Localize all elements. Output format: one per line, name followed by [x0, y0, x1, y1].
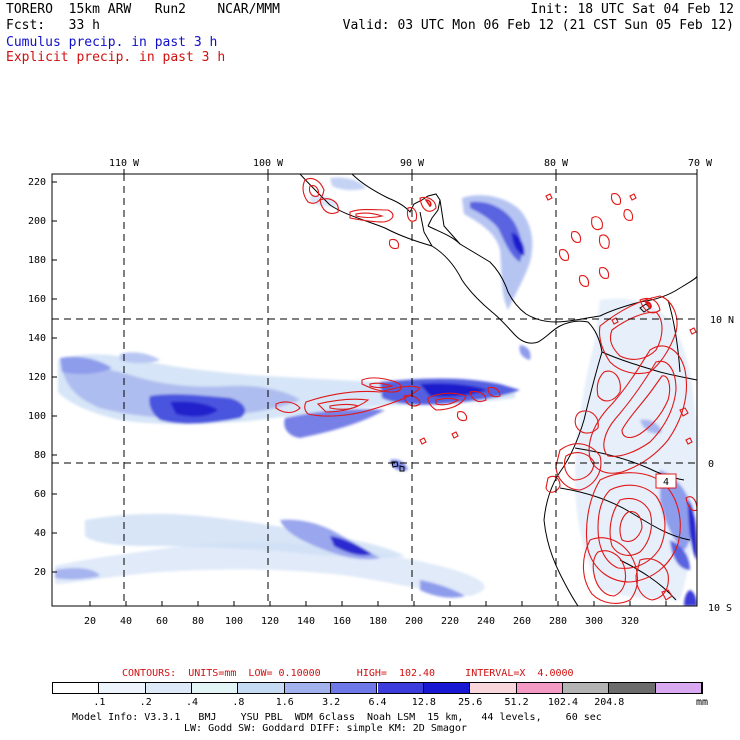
- axis-labels: 110 W 100 W 90 W 80 W 70 W 10 N 0 10 S 2…: [28, 158, 734, 627]
- color-scale-cell: [516, 683, 563, 693]
- model-title: TORERO 15km ARW Run2 NCAR/MMM: [6, 2, 280, 17]
- init-time: Init: 18 UTC Sat 04 Feb 12: [530, 2, 735, 17]
- contours-info: CONTOURS: UNITS=mm LOW= 0.10000 HIGH= 10…: [122, 668, 574, 679]
- bottom-axis-label: 60: [156, 616, 168, 627]
- color-scale-frame: [52, 682, 703, 694]
- left-axis-label: 60: [34, 489, 46, 500]
- lat-lon-grid: [52, 174, 697, 606]
- top-axis-label: 70 W: [688, 158, 713, 169]
- left-axis-label: 100: [28, 411, 46, 422]
- left-axis-label: 220: [28, 177, 46, 188]
- top-axis-label: 110 W: [109, 158, 140, 169]
- color-scale-cell: [470, 683, 517, 693]
- cumulus-precip-shading: [55, 177, 697, 606]
- bottom-axis-label: 120: [261, 616, 279, 627]
- right-axis-label: 0: [708, 459, 714, 470]
- bottom-axis-label: 260: [513, 616, 531, 627]
- coastline: [299, 174, 697, 606]
- bottom-axis-label: 200: [405, 616, 423, 627]
- bottom-axis-label: 180: [369, 616, 387, 627]
- bottom-axis-label: 220: [441, 616, 459, 627]
- color-scale-value: 1.6: [275, 697, 294, 708]
- color-scale-cell: [238, 683, 285, 693]
- left-axis-label: 200: [28, 216, 46, 227]
- top-axis-label: 90 W: [400, 158, 425, 169]
- bottom-axis-label: 160: [333, 616, 351, 627]
- explicit-precip-contours: [275, 177, 697, 604]
- bottom-axis-label: 80: [192, 616, 204, 627]
- color-scale-value: 6.4: [368, 697, 387, 708]
- left-axis-label: 140: [28, 333, 46, 344]
- bottom-axis-label: 300: [585, 616, 603, 627]
- svg-text:4: 4: [663, 477, 669, 488]
- left-axis-label: 20: [34, 567, 46, 578]
- bottom-axis-label: 280: [549, 616, 567, 627]
- bottom-axis-label: 320: [621, 616, 639, 627]
- top-axis-label: 100 W: [253, 158, 284, 169]
- valid-time: Valid: 03 UTC Mon 06 Feb 12 (21 CST Sun …: [342, 18, 734, 33]
- bottom-axis-label: 40: [120, 616, 132, 627]
- map-frame: [51, 173, 698, 607]
- explicit-legend: Explicit precip. in past 3 h: [6, 50, 226, 65]
- right-axis-label: 10 N: [710, 315, 734, 326]
- color-scale-cell: [145, 683, 193, 693]
- color-scale-value: 25.6: [458, 697, 483, 708]
- bottom-axis-label: 20: [84, 616, 96, 627]
- color-scale-value: 12.8: [411, 697, 436, 708]
- color-scale-value: 3.2: [322, 697, 341, 708]
- color-scale-cell: [192, 683, 239, 693]
- bottom-axis-label: 100: [225, 616, 243, 627]
- color-scale-cell: [609, 683, 656, 693]
- color-scale-cell: [655, 683, 702, 693]
- axis-ticks: [52, 169, 698, 606]
- left-axis-label: 80: [34, 450, 46, 461]
- right-axis-label: 10 S: [708, 603, 732, 614]
- top-axis-label: 80 W: [544, 158, 569, 169]
- color-scale-value: .4: [186, 697, 199, 708]
- bottom-axis-label: 240: [477, 616, 495, 627]
- color-scale-cell: [377, 683, 424, 693]
- left-axis-label: 40: [34, 528, 46, 539]
- color-scale-cell: [562, 683, 610, 693]
- cumulus-legend: Cumulus precip. in past 3 h: [6, 35, 218, 50]
- left-axis-label: 180: [28, 255, 46, 266]
- contour-value-label: 4: [655, 473, 677, 489]
- color-scale-cell: [53, 683, 100, 693]
- color-scale-cell: [284, 683, 332, 693]
- color-scale-value: 51.2: [504, 697, 529, 708]
- model-info-line1: Model Info: V3.3.1 BMJ YSU PBL WDM 6clas…: [72, 712, 602, 723]
- color-scale-value: .8: [232, 697, 245, 708]
- color-scale-cell: [423, 683, 471, 693]
- model-info-line2: LW: Godd SW: Goddard DIFF: simple KM: 2D…: [184, 723, 467, 734]
- color-scale-cell: [99, 683, 146, 693]
- left-axis-label: 160: [28, 294, 46, 305]
- scale-units: mm: [696, 697, 709, 708]
- color-scale-value: .1: [93, 697, 106, 708]
- color-scale-value: 102.4: [547, 697, 578, 708]
- forecast-hour: Fcst: 33 h: [6, 18, 100, 33]
- bottom-axis-label: 140: [297, 616, 315, 627]
- color-scale-cell: [331, 683, 378, 693]
- left-axis-label: 120: [28, 372, 46, 383]
- color-scale-value: .2: [139, 697, 152, 708]
- color-scale-value: 204.8: [594, 697, 625, 708]
